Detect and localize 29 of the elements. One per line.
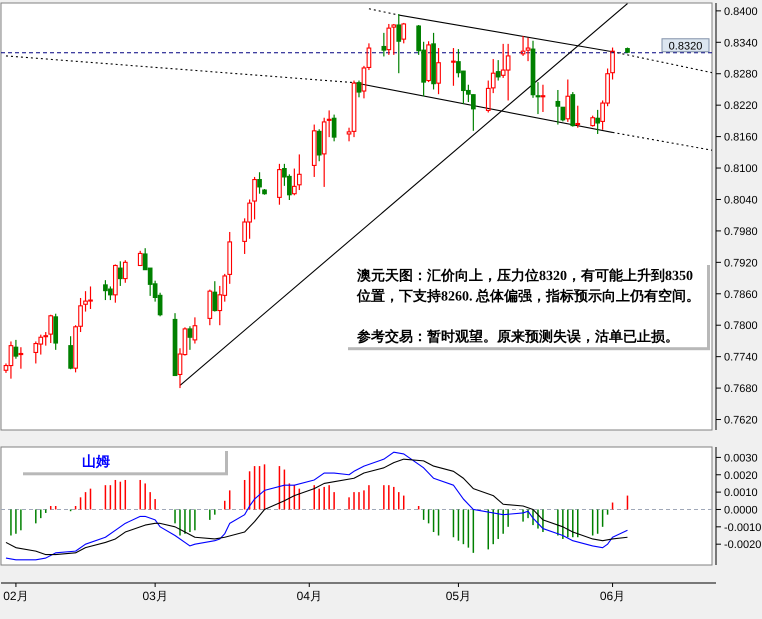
y-tick-label: 0.8400 — [724, 6, 758, 18]
y-tick-label: 0.8340 — [724, 37, 758, 50]
annotation: 山姆 — [82, 454, 110, 470]
y-tick-label: 0.7800 — [724, 320, 758, 332]
y-tick-label: 0.7860 — [724, 288, 758, 301]
y-tick-label: 0.8160 — [724, 132, 758, 144]
annotation: 澳元天图：汇价向上，压力位8320，有可能上升到8350位置，下支持8260. 总体偏强，指标预示向上仍有空间。 — [356, 267, 700, 305]
x-tick-label: 02月 — [3, 589, 29, 603]
y-tick-label: 0.0020 — [724, 470, 758, 482]
y-tick-label: 0.8220 — [724, 100, 758, 112]
y-tick-label: 0.0030 — [724, 452, 758, 464]
y-tick-label: 0.7740 — [724, 352, 758, 364]
y-tick-label: 0.7920 — [724, 257, 758, 270]
x-tick-label: 06月 — [600, 589, 626, 603]
y-tick-label: 0.0010 — [724, 487, 758, 500]
annotation: 参考交易：暂时观望。原来预测失误，沽单已止损。 — [356, 328, 679, 346]
y-tick-label: 0.7620 — [724, 414, 758, 427]
y-tick-label: 0.7680 — [724, 383, 758, 396]
y-tick-label: -0.0010 — [724, 522, 762, 534]
y-tick-label: -0.0020 — [724, 539, 762, 552]
ref-line-label: 0.8320 — [668, 40, 702, 52]
x-tick-label: 04月 — [296, 589, 322, 603]
y-tick-label: 0.8100 — [724, 163, 758, 176]
y-tick-label: 0.8040 — [724, 194, 758, 206]
x-tick-label: 03月 — [142, 589, 168, 603]
y-tick-label: 0.0000 — [724, 504, 758, 516]
y-tick-label: 0.8280 — [724, 68, 758, 81]
y-tick-label: 0.7980 — [724, 226, 758, 238]
x-tick-label: 05月 — [446, 589, 472, 603]
